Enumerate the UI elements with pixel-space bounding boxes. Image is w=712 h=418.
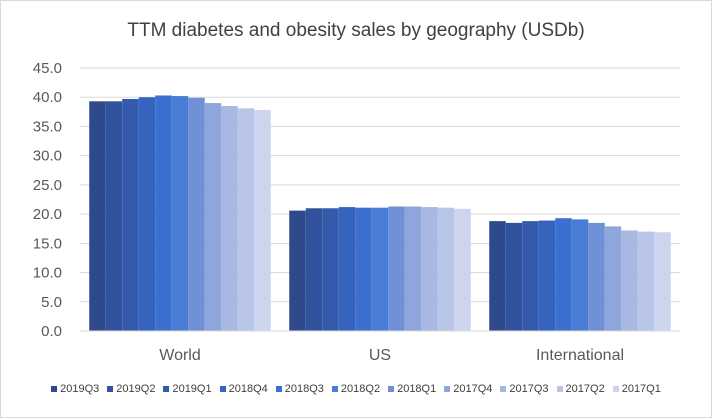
bar-2019Q3-international xyxy=(489,221,506,331)
bar-2017Q2-us xyxy=(437,207,455,331)
y-tick-label: 0.0 xyxy=(41,323,62,340)
legend-item-2018Q3: 2018Q3 xyxy=(275,383,324,395)
bar-2019Q1-international xyxy=(522,221,539,331)
bar-2019Q1-us xyxy=(322,208,339,331)
y-tick-label: 5.0 xyxy=(41,294,62,311)
x-tick-label: US xyxy=(369,347,391,364)
y-tick-label: 20.0 xyxy=(33,206,62,223)
legend-item-2019Q3: 2019Q3 xyxy=(51,383,99,395)
bar-2018Q1-international xyxy=(588,222,605,331)
bar-2018Q3-world xyxy=(155,95,172,331)
bar-2019Q2-world xyxy=(105,101,123,332)
bar-2017Q1-international xyxy=(654,232,671,331)
bar-2017Q4-us xyxy=(404,206,422,331)
legend-item-2018Q1: 2018Q1 xyxy=(388,383,436,395)
bar-2018Q1-us xyxy=(388,206,405,331)
legend-label: 2019Q2 xyxy=(116,383,156,395)
bar-2019Q3-world xyxy=(89,101,106,332)
legend: 2019Q3 2019Q2 2019Q1 2018Q4 2018Q3 2018Q2 2018… xyxy=(0,383,712,395)
legend-swatch xyxy=(331,386,338,392)
bar-2017Q4-international xyxy=(604,226,622,331)
bar-2018Q4-world xyxy=(138,97,156,331)
legend-item-2017Q3: 2017Q3 xyxy=(500,383,549,395)
legend-item-2017Q1: 2017Q1 xyxy=(612,383,661,395)
bar-2017Q1-us xyxy=(454,208,471,331)
legend-item-2019Q1: 2019Q1 xyxy=(163,383,212,395)
x-axis-ticks: World US International xyxy=(159,347,624,364)
legend-label: 2017Q3 xyxy=(509,383,549,395)
legend-swatch xyxy=(275,386,282,392)
legend-swatch xyxy=(444,386,451,392)
legend-item-2018Q2: 2018Q2 xyxy=(331,383,381,395)
legend-swatch xyxy=(612,386,619,392)
bar-2019Q1-world xyxy=(122,98,139,331)
bar-2017Q2-international xyxy=(637,231,655,331)
bar-2017Q4-world xyxy=(204,103,222,331)
x-tick-label: World xyxy=(159,347,201,364)
y-tick-label: 25.0 xyxy=(33,177,62,194)
bar-2017Q2-world xyxy=(237,108,255,332)
legend-label: 2017Q1 xyxy=(621,383,661,395)
legend-item-2019Q2: 2019Q2 xyxy=(107,383,155,395)
legend-item-2017Q4: 2017Q4 xyxy=(444,383,492,395)
legend-item-2017Q2: 2017Q2 xyxy=(556,383,605,395)
chart-title: TTM diabetes and obesity sales by geogra… xyxy=(127,20,585,41)
x-tick-label: International xyxy=(536,347,624,364)
bar-2017Q3-world xyxy=(221,105,238,331)
bar-2018Q1-world xyxy=(188,97,205,331)
bar-2018Q4-international xyxy=(538,220,556,331)
bar-2019Q2-international xyxy=(505,222,523,331)
bar-2018Q2-world xyxy=(171,96,189,331)
bar-2017Q3-us xyxy=(421,207,438,331)
y-tick-label: 30.0 xyxy=(33,148,62,165)
bar-2018Q2-international xyxy=(571,219,589,331)
legend-swatch xyxy=(388,386,395,392)
legend-swatch xyxy=(556,386,563,392)
bar-2017Q1-world xyxy=(254,110,271,331)
legend-label: 2017Q4 xyxy=(453,383,493,395)
legend-label: 2018Q3 xyxy=(284,383,324,395)
legend-swatch xyxy=(107,386,114,392)
legend-label: 2018Q2 xyxy=(340,383,381,395)
legend-label: 2018Q4 xyxy=(228,383,268,395)
y-tick-label: 45.0 xyxy=(33,60,62,77)
legend-label: 2019Q3 xyxy=(60,383,100,395)
legend-swatch xyxy=(51,386,58,392)
legend-label: 2018Q1 xyxy=(397,383,437,395)
legend-label: 2017Q2 xyxy=(565,383,605,395)
bar-2018Q3-international xyxy=(555,218,572,331)
y-axis-ticks: 0.0 5.0 10.0 15.0 20.0 25.0 30.0 35.0 40.0 45.0 xyxy=(33,60,62,340)
legend-swatch xyxy=(219,386,226,392)
legend-label: 2019Q1 xyxy=(172,383,212,395)
legend-item-2018Q4: 2018Q4 xyxy=(219,383,268,395)
legend-swatch xyxy=(163,386,170,392)
bar-2018Q4-us xyxy=(338,207,356,331)
y-tick-label: 40.0 xyxy=(33,89,62,106)
bar-2019Q3-us xyxy=(289,210,306,331)
bars xyxy=(80,95,680,332)
y-tick-label: 35.0 xyxy=(33,118,62,135)
y-tick-label: 15.0 xyxy=(33,235,62,252)
bar-2018Q2-us xyxy=(371,207,389,331)
bar-2019Q2-us xyxy=(305,208,323,331)
y-tick-label: 10.0 xyxy=(33,265,62,282)
bar-2017Q3-international xyxy=(621,230,638,331)
bar-2018Q3-us xyxy=(355,207,372,331)
legend-swatch xyxy=(500,386,507,392)
